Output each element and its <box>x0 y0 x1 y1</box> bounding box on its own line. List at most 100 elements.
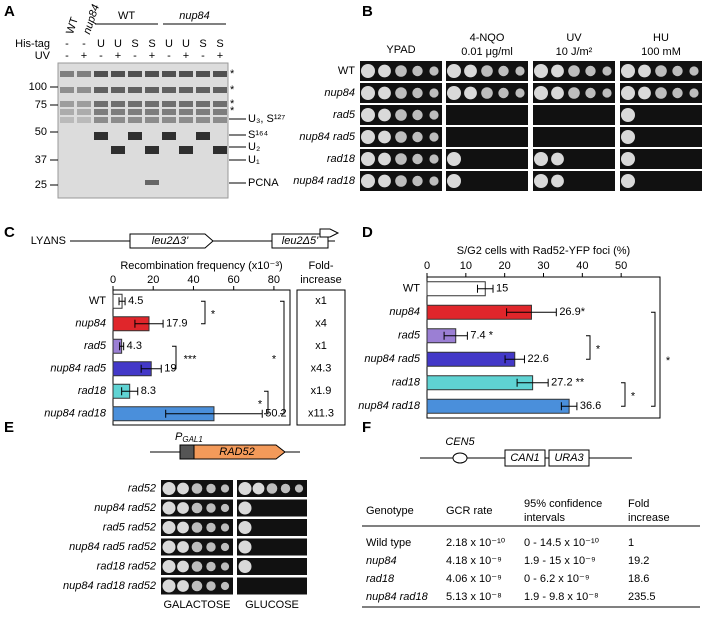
band-label: PCNA <box>248 177 279 189</box>
spot-strip <box>533 171 615 191</box>
colony-spot <box>378 64 391 78</box>
gel-band <box>94 109 108 115</box>
plot-frame <box>112 289 291 426</box>
category-label: rad18 <box>78 385 107 397</box>
colony-spot <box>464 64 477 78</box>
gel-band <box>196 132 210 140</box>
colony-spot <box>238 482 252 495</box>
value-label: 36.6 <box>580 400 601 412</box>
spot-strip <box>237 577 307 595</box>
colony-spot <box>191 580 203 592</box>
spot-strip <box>446 127 528 147</box>
colony-spot <box>162 521 176 534</box>
lane-his-tag: U <box>182 38 190 50</box>
genotype-label: nup84 rad52 <box>94 502 156 514</box>
gel-band <box>111 101 125 107</box>
lane-uv: - <box>201 50 205 62</box>
colony-spot <box>220 503 230 513</box>
column-header: YPAD <box>386 44 415 56</box>
table-cell: 1 <box>628 537 634 549</box>
table-cell: nup84 <box>366 555 397 567</box>
significance-label: * <box>666 355 671 367</box>
value-label: 7.4 * <box>470 330 493 342</box>
table-cell: Wild type <box>366 537 411 549</box>
spot-strip <box>533 61 615 81</box>
gene-label: URA3 <box>554 452 584 464</box>
table-cell: 2.18 x 10⁻¹⁰ <box>446 537 506 549</box>
gel-band <box>162 101 176 107</box>
fold-value: x1 <box>315 340 327 352</box>
band-label: U₂ <box>248 141 260 153</box>
gel-band <box>60 109 74 115</box>
x-tick-label: 20 <box>499 260 511 272</box>
gel-band <box>145 180 159 185</box>
colony-spot <box>638 86 651 100</box>
colony-spot <box>412 131 423 143</box>
row-label: UV <box>35 50 51 62</box>
value-label: 27.2 ** <box>551 377 585 389</box>
strip-bg <box>237 499 307 517</box>
colony-spot <box>621 152 635 166</box>
colony-spot <box>429 88 439 98</box>
genotype-label: rad52 <box>128 482 156 494</box>
error-bar <box>119 342 125 351</box>
gel-band <box>196 117 210 123</box>
table-cell: rad18 <box>366 573 395 585</box>
colony-spot <box>672 65 683 77</box>
significance-bracket <box>280 300 285 415</box>
fold-header: Fold- <box>308 260 333 272</box>
gel-band <box>60 71 74 77</box>
colony-spot <box>585 65 596 77</box>
gel-band <box>179 87 193 93</box>
strip-bg <box>620 105 702 125</box>
table-cell: 18.6 <box>628 573 649 585</box>
colony-spot <box>638 64 651 78</box>
gel-band <box>60 117 74 123</box>
colony-spot <box>378 130 391 144</box>
table-header: Fold <box>628 498 649 510</box>
colony-spot <box>206 522 216 533</box>
table-cell: 4.06 x 10⁻⁹ <box>446 573 502 585</box>
table-cell: 235.5 <box>628 591 656 603</box>
spot-strip <box>533 127 615 147</box>
colony-spot <box>378 152 391 166</box>
gel-band <box>77 71 91 77</box>
lane-his-tag: U <box>97 38 105 50</box>
fold-value: x4.3 <box>311 363 332 375</box>
promoter-box <box>179 444 195 460</box>
error-bar <box>506 308 557 317</box>
error-bar <box>121 387 139 396</box>
spot-strip <box>620 61 702 81</box>
column-header: UV <box>566 32 582 44</box>
column-header: 10 J/m² <box>556 46 593 58</box>
gene-box <box>193 444 286 460</box>
colony-spot <box>447 64 461 78</box>
lane-his-tag: - <box>82 38 86 50</box>
significance-label: * <box>631 390 636 402</box>
gel-band <box>162 71 176 77</box>
colony-spot <box>464 86 477 100</box>
gel-band <box>196 109 210 115</box>
significance-bracket <box>621 382 626 407</box>
colony-spot <box>621 174 635 188</box>
marker-label: 25 <box>35 179 47 191</box>
colony-spot <box>515 66 525 76</box>
colony-spot <box>534 152 548 166</box>
gene-label: leu2Δ3' <box>152 235 189 247</box>
value-label: 4.3 <box>127 340 142 352</box>
colony-spot <box>568 65 580 77</box>
gel-band <box>128 87 142 93</box>
colony-spot <box>266 483 278 494</box>
colony-spot <box>177 482 189 495</box>
significance-label: * <box>596 343 601 355</box>
gel-band <box>213 146 227 154</box>
significance-label: * <box>211 308 216 320</box>
significance-bracket <box>264 390 269 415</box>
gel-band <box>162 117 176 123</box>
table-cell: 1.9 - 15 x 10⁻⁹ <box>524 555 596 567</box>
spot-strip <box>446 105 528 125</box>
gene-label: CAN1 <box>510 452 539 464</box>
colony-spot <box>412 175 423 187</box>
significance-bracket <box>586 335 591 360</box>
colony-spot <box>361 64 375 78</box>
